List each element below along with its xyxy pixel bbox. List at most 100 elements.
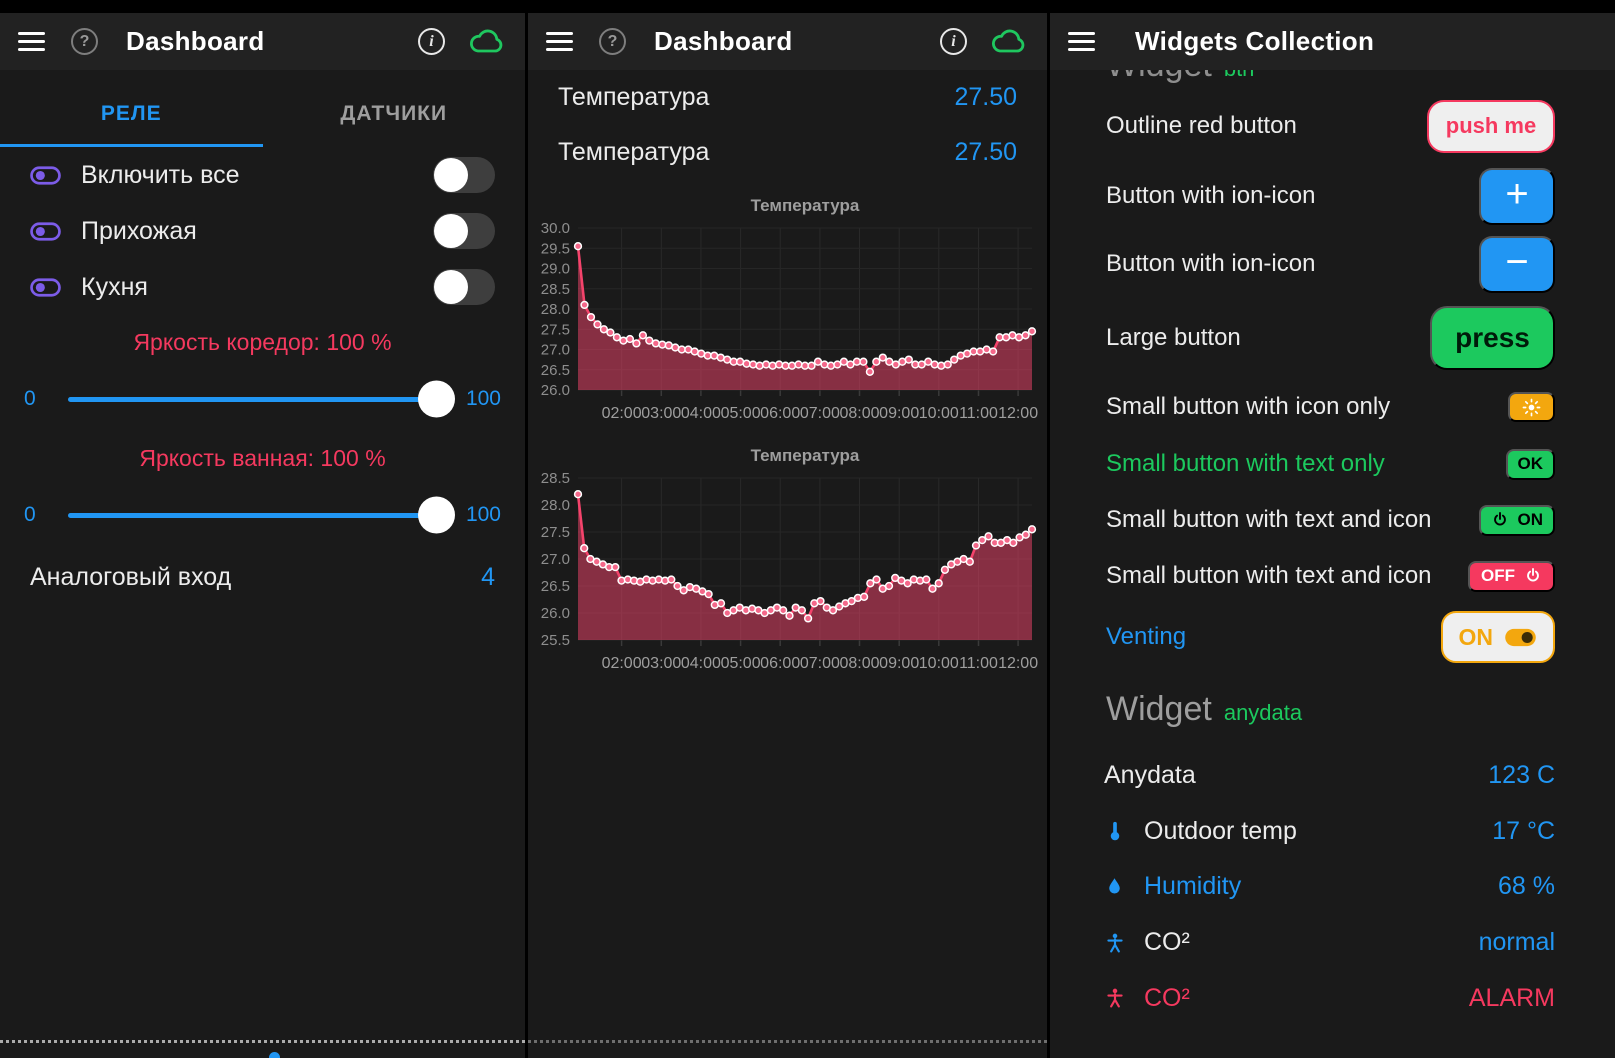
- svg-text:06:00: 06:00: [760, 655, 800, 672]
- slider-label: Яркость ванная: 100 %: [139, 445, 386, 471]
- widget-button-row: Outline red button push me: [1050, 90, 1615, 162]
- svg-text:11:00: 11:00: [959, 405, 998, 422]
- button-text: OK: [1517, 454, 1544, 473]
- toggle-switch[interactable]: [433, 157, 495, 193]
- green-small-button[interactable]: ON: [1478, 504, 1555, 536]
- widget-button-row: Button with ion-icon +: [1050, 162, 1615, 230]
- help-icon[interactable]: ?: [599, 28, 626, 55]
- widget-button-row: Large button press: [1050, 298, 1615, 378]
- button-text: −: [1505, 239, 1529, 284]
- droplet-icon: [1104, 876, 1130, 897]
- svg-text:04:00: 04:00: [681, 655, 721, 672]
- orange-small-button[interactable]: [1508, 392, 1555, 422]
- slider-min-label: 0: [24, 387, 36, 410]
- switch-row: Кухня: [0, 259, 525, 315]
- menu-icon[interactable]: [546, 31, 573, 52]
- widget-row-label: Small button with text only: [1106, 450, 1385, 477]
- svg-text:28.0: 28.0: [541, 497, 570, 514]
- svg-text:02:00: 02:00: [602, 405, 642, 422]
- svg-text:12:00: 12:00: [998, 405, 1038, 422]
- data-row-label: CO²: [1144, 928, 1190, 957]
- toggle-switch[interactable]: [433, 269, 495, 305]
- outline-red-button[interactable]: push me: [1427, 99, 1555, 153]
- page-separator: [0, 1040, 525, 1043]
- svg-text:29.5: 29.5: [541, 240, 570, 257]
- chart-title: Температура: [750, 196, 860, 215]
- app-bar: ? Dashboard i: [528, 13, 1047, 70]
- svg-text:05:00: 05:00: [721, 405, 761, 422]
- page-title: Dashboard: [126, 26, 265, 56]
- svg-text:26.5: 26.5: [541, 578, 570, 595]
- widget-row-label: Venting: [1106, 623, 1187, 650]
- green-small-button[interactable]: OK: [1505, 448, 1555, 480]
- blue-solid-button[interactable]: −: [1479, 235, 1555, 293]
- toggle-knob: [434, 158, 468, 192]
- button-text: ON: [1517, 510, 1544, 529]
- red-small-button[interactable]: OFF: [1468, 560, 1555, 592]
- widget-row-label: Small button with icon only: [1106, 393, 1391, 420]
- clipped-section-heading: Widget btn: [1050, 70, 1615, 90]
- data-row-value: 68 %: [1498, 872, 1555, 901]
- blue-solid-button[interactable]: +: [1479, 167, 1555, 225]
- tab-sensors[interactable]: ДАТЧИКИ: [340, 101, 448, 125]
- svg-text:09:00: 09:00: [879, 405, 919, 422]
- widget-button-row: Venting ON: [1050, 604, 1615, 670]
- widget-button-row: Small button with text only OK: [1050, 436, 1615, 492]
- toggle-switch[interactable]: [433, 213, 495, 249]
- svg-text:02:00: 02:00: [602, 655, 642, 672]
- person-icon: [1104, 932, 1130, 954]
- slider-handle[interactable]: [418, 380, 455, 418]
- slider-track[interactable]: [68, 496, 455, 534]
- svg-text:30.0: 30.0: [541, 220, 570, 237]
- widget-data-row: Humidity 68 %: [1050, 859, 1615, 915]
- tab-relays[interactable]: РЕЛЕ: [0, 83, 263, 147]
- svg-text:06:00: 06:00: [760, 405, 800, 422]
- widget-row-label: Large button: [1106, 324, 1241, 351]
- svg-text:09:00: 09:00: [879, 655, 919, 672]
- info-icon[interactable]: i: [940, 28, 967, 55]
- slider-label: Яркость коредор: 100 %: [133, 329, 392, 355]
- svg-text:10:00: 10:00: [919, 405, 959, 422]
- slider-row: 0 100: [0, 367, 525, 431]
- toggle-knob: [434, 270, 468, 304]
- status-bar: [0, 0, 525, 13]
- tab-bar: РЕЛЕ ДАТЧИКИ: [0, 83, 525, 147]
- slider-handle[interactable]: [418, 496, 455, 534]
- widget-button-row: Button with ion-icon −: [1050, 230, 1615, 298]
- switch-row: Включить все: [0, 147, 525, 203]
- widgets-collection-panel: Widgets Collection Widget btn Outline red…: [1047, 0, 1615, 1058]
- widget-button-row: Small button with text and icon ON: [1050, 492, 1615, 548]
- dashboard-panel-sensors: ? Dashboard i Температура 27.50 Температур…: [525, 0, 1047, 1058]
- page-title: Widgets Collection: [1135, 26, 1375, 56]
- orange-outline-button[interactable]: ON: [1440, 611, 1555, 663]
- menu-icon[interactable]: [1068, 31, 1095, 52]
- svg-text:26.5: 26.5: [541, 362, 570, 379]
- svg-text:04:00: 04:00: [681, 405, 721, 422]
- slider-row: 0 100: [0, 483, 525, 547]
- widget-button-row: Small button with text and icon OFF: [1050, 548, 1615, 604]
- svg-text:29.0: 29.0: [541, 261, 570, 278]
- svg-text:05:00: 05:00: [721, 655, 761, 672]
- chart-title: Температура: [750, 446, 860, 465]
- widget-data-row: Anydata 123 C: [1050, 748, 1615, 804]
- switch-label: Кухня: [81, 272, 148, 301]
- menu-icon[interactable]: [18, 31, 45, 52]
- page-indicator-dot: [268, 1052, 280, 1058]
- toggle-glyph-icon: [30, 221, 61, 242]
- slider-track[interactable]: [68, 380, 455, 418]
- page-separator: [528, 1040, 1047, 1043]
- value-label: Температура: [558, 83, 710, 111]
- temperature-history-chart: 28.5 28.0 27.5 27.0 26.5 26.0 25.5 02:00 03:00 04…: [541, 470, 1038, 672]
- help-icon[interactable]: ?: [71, 28, 98, 55]
- toggle-knob: [434, 214, 468, 248]
- sun-icon: [1522, 398, 1541, 417]
- svg-text:10:00: 10:00: [919, 655, 959, 672]
- svg-text:28.5: 28.5: [541, 281, 570, 298]
- svg-text:27.0: 27.0: [541, 342, 570, 359]
- value-label: Температура: [558, 138, 710, 166]
- data-row-value: 17 °C: [1492, 816, 1555, 845]
- info-icon[interactable]: i: [418, 28, 445, 55]
- green-large-button[interactable]: press: [1430, 306, 1555, 370]
- svg-text:26.0: 26.0: [541, 605, 570, 622]
- person-icon: [1104, 987, 1130, 1009]
